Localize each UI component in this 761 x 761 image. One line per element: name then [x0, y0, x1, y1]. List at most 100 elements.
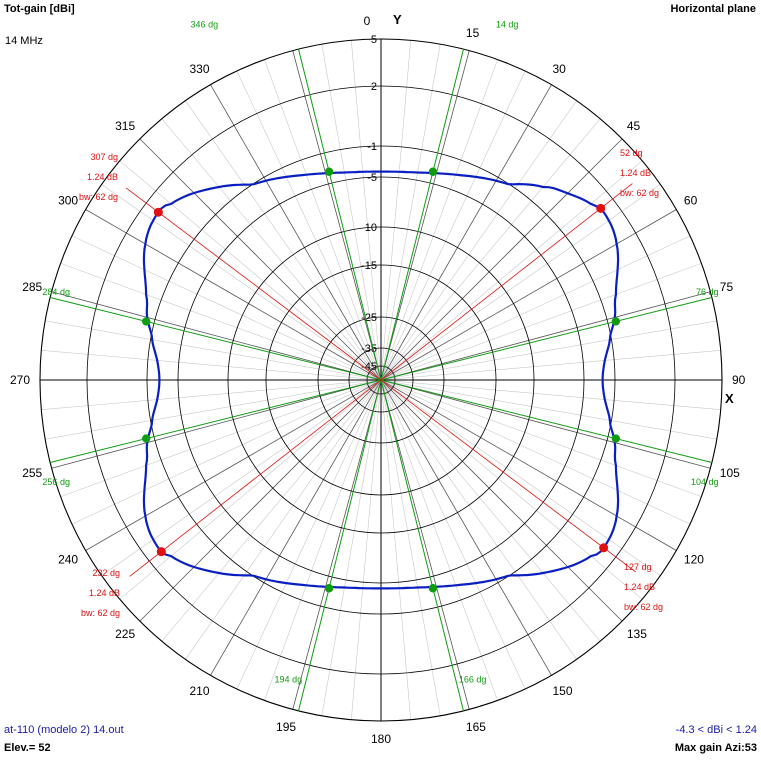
green-marker-line — [50, 378, 386, 463]
radial-gridline — [380, 235, 691, 381]
red-marker-label: bw: 62 dg — [620, 188, 659, 198]
radial-gridline — [380, 379, 498, 701]
green-marker-line — [376, 378, 712, 463]
radial-gridline — [380, 263, 702, 381]
radial-gridline — [380, 44, 441, 381]
radial-gridline — [380, 84, 552, 381]
radial-gridline — [380, 291, 711, 381]
radial-tick-label: -1 — [367, 141, 377, 153]
green-marker-point — [428, 584, 438, 593]
radial-gridline — [161, 379, 382, 642]
ring-gridline — [86, 85, 676, 675]
radial-gridline — [380, 379, 623, 622]
ring-gridline — [39, 38, 723, 722]
green-marker-line — [379, 375, 464, 711]
green-marker-line — [379, 49, 464, 385]
red-marker-point — [599, 543, 609, 553]
azimuth-tick-label: 180 — [371, 732, 391, 746]
radial-gridline — [236, 379, 382, 690]
azimuth-tick-label: 0 — [364, 14, 371, 28]
radial-gridline — [380, 379, 552, 676]
radial-gridline — [380, 50, 470, 381]
radial-gridline — [45, 320, 382, 381]
marker-lines — [50, 49, 712, 711]
radial-gridline — [101, 184, 382, 381]
green-marker-point — [324, 167, 334, 176]
radial-gridline — [41, 379, 382, 411]
red-marker-label: bw: 62 dg — [624, 602, 663, 612]
radial-gridline — [119, 160, 382, 381]
radial-gridline — [380, 379, 601, 642]
azimuth-tick-label: 135 — [627, 627, 647, 641]
radial-gridline — [350, 40, 382, 381]
pattern-series-line — [142, 170, 620, 590]
radial-gridline — [380, 40, 412, 381]
radial-gridline — [264, 59, 382, 381]
radial-gridline — [380, 349, 721, 381]
azimuth-tick-label: 315 — [115, 119, 135, 133]
azimuth-tick-labels: 0153045607590105120135150165180195210225… — [10, 14, 746, 746]
green-marker-label: 284 dg — [42, 287, 70, 297]
marker-points — [141, 167, 621, 593]
file-name-label: at-110 (modelo 2) 14.out — [4, 724, 124, 736]
max-gain-label: Max gain Azi:53 — [674, 742, 757, 754]
red-marker-label: bw: 62 dg — [81, 608, 120, 618]
radial-gridline — [380, 138, 623, 381]
radial-gridline — [139, 379, 382, 622]
radial-gridline — [119, 379, 382, 600]
chart-grid — [39, 38, 723, 722]
elevation-label: Elev.= 52 — [4, 742, 51, 754]
radial-gridline — [139, 138, 382, 381]
red-marker-line — [125, 187, 382, 381]
red-marker-point — [153, 207, 163, 217]
radial-gridline — [380, 379, 702, 497]
radial-gridline — [210, 379, 382, 676]
radial-tick-label: 2 — [371, 81, 377, 93]
radial-gridline — [380, 160, 643, 381]
red-marker-point — [156, 547, 166, 557]
radial-gridline — [380, 379, 643, 600]
green-marker-line — [298, 49, 383, 385]
azimuth-tick-label: 90 — [732, 373, 746, 387]
ring-gridline — [348, 347, 414, 413]
green-marker-label: 14 dg — [496, 19, 519, 29]
radial-gridline — [380, 379, 470, 710]
radial-gridline — [380, 59, 498, 381]
radial-gridline — [321, 379, 382, 716]
radial-gridline — [380, 379, 711, 469]
azimuth-tick-label: 255 — [22, 466, 42, 480]
ring-gridline — [177, 176, 585, 584]
radial-tick-label: -15 — [361, 260, 377, 272]
red-marker-label: bw: 62 dg — [79, 192, 118, 202]
green-marker-point — [611, 317, 621, 326]
radial-gridline — [51, 379, 382, 469]
green-marker-label: 256 dg — [42, 477, 70, 487]
radial-gridline — [380, 379, 661, 576]
radial-gridline — [380, 379, 577, 660]
radial-gridline — [101, 379, 382, 576]
azimuth-tick-label: 210 — [189, 684, 209, 698]
green-marker-point — [611, 434, 621, 443]
azimuth-tick-label: 225 — [115, 627, 135, 641]
radial-gridline — [380, 379, 717, 440]
radial-gridline — [380, 320, 717, 381]
azimuth-tick-label: 120 — [684, 553, 704, 567]
ring-gridline — [366, 365, 396, 395]
red-marker-label: 1.24 dB — [620, 168, 651, 178]
radial-gridline — [45, 379, 382, 440]
radial-gridline — [380, 379, 721, 411]
red-marker-label: 52 dg — [620, 148, 643, 158]
radial-tick-label: -45 — [361, 361, 377, 373]
chart-subtitle: Horizontal plane — [670, 3, 756, 15]
radial-gridline — [380, 70, 526, 381]
radial-tick-label: 10 — [365, 222, 377, 234]
radial-tick-label: -25 — [361, 312, 377, 324]
radial-gridline — [185, 100, 382, 381]
azimuth-tick-label: 150 — [553, 684, 573, 698]
radial-gridline — [380, 209, 677, 381]
radial-tick-label: -5 — [367, 172, 377, 184]
radial-gridline — [51, 291, 382, 381]
azimuth-tick-label: 300 — [58, 194, 78, 208]
green-marker-point — [324, 584, 334, 593]
